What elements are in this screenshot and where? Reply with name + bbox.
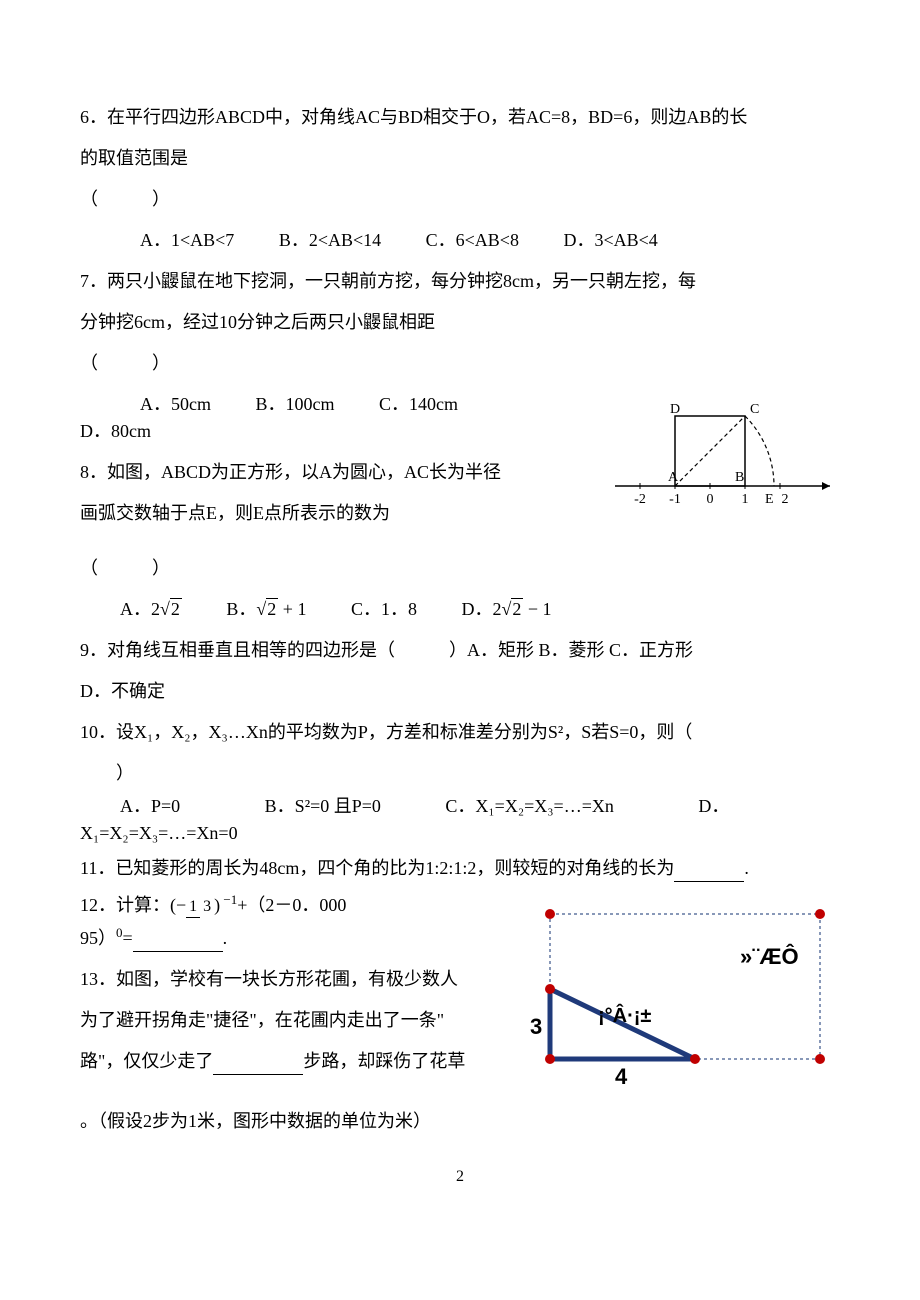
q10-d2: X₁=X₂=X₃=…=Xn=0 <box>80 820 840 847</box>
q13-label-3: 3 <box>530 1014 542 1039</box>
q6-bracket: （ ） <box>80 186 840 213</box>
q6-line2: 的取值范围是 <box>80 145 840 172</box>
q10-choice-d: D． <box>698 793 729 820</box>
q8-choice-b: B．√2 + 1 <box>226 596 306 623</box>
q11-text: 11．已知菱形的周长为48cm，四个角的比为1:2:1:2，则较短的对角线的长为 <box>80 858 674 878</box>
q13-blank <box>213 1055 303 1075</box>
q10-line2: ） <box>80 760 840 787</box>
label-e: E <box>765 492 774 507</box>
q11: 11．已知菱形的周长为48cm，四个角的比为1:2:1:2，则较短的对角线的长为… <box>80 855 840 882</box>
q7-choice-b: B．100cm <box>256 391 335 418</box>
q10-line1: 10．设X₁，X₂，X₃…Xn的平均数为P，方差和标准差分别为S²，S若S=0，… <box>80 719 840 746</box>
q12-frac: 13 <box>186 899 214 915</box>
q6-choice-a: A．1<AB<7 <box>140 227 234 254</box>
q7-line2: 分钟挖6cm，经过10分钟之后两只小鼹鼠相距 <box>80 309 840 336</box>
q8-choice-a: A．2√2 <box>120 596 182 623</box>
q10-choice-a: A．P=0 <box>120 793 180 820</box>
q7-line1: 7．两只小鼹鼠在地下挖洞，一只朝前方挖，每分钟挖8cm，另一只朝左挖，每 <box>80 268 840 295</box>
q11-blank <box>674 862 744 882</box>
q6-choices: A．1<AB<7 B．2<AB<14 C．6<AB<8 D．3<AB<4 <box>80 227 840 254</box>
q8-choice-c: C．1．8 <box>351 596 417 623</box>
q9-d: D．不确定 <box>80 678 840 705</box>
label-b: B <box>735 470 744 485</box>
q12-pre: 12．计算：(− <box>80 895 186 915</box>
q13-diagram: 3 4 ¡°Â·¡± »¨ÆÔ <box>520 894 840 1094</box>
tick-neg1: -1 <box>669 492 681 507</box>
q6-line1: 6．在平行四边形ABCD中，对角线AC与BD相交于O，若AC=8，BD=6，则边… <box>80 104 840 131</box>
q7-choice-a: A．50cm <box>140 391 211 418</box>
tick-1: 1 <box>742 492 749 507</box>
q7: 7．两只小鼹鼠在地下挖洞，一只朝前方挖，每分钟挖8cm，另一只朝左挖，每 分钟挖… <box>80 268 840 445</box>
q8-bracket: （ ） <box>80 555 840 582</box>
tick-0: 0 <box>707 492 714 507</box>
tick-2: 2 <box>782 492 789 507</box>
q9: 9．对角线互相垂直且相等的四边形是（ ）A．矩形 B．菱形 C．正方形 D．不确… <box>80 637 840 705</box>
tick-neg2: -2 <box>634 492 646 507</box>
q8-diagram: -2 -1 0 1 2 D C A B E <box>610 391 840 511</box>
q10-choice-c: C．X₁=X₂=X₃=…=Xn <box>445 793 613 820</box>
q6-choice-b: B．2<AB<14 <box>279 227 381 254</box>
q6-choice-c: C．6<AB<8 <box>426 227 519 254</box>
q10-choice-b: B．S²=0 且P=0 <box>265 793 381 820</box>
q6: 6．在平行四边形ABCD中，对角线AC与BD相交于O，若AC=8，BD=6，则边… <box>80 104 840 254</box>
q7-bracket: （ ） <box>80 350 840 377</box>
q13-line4: 。（假设2步为1米，图形中数据的单位为米） <box>80 1108 840 1135</box>
q12-blank <box>133 932 223 952</box>
q13-label-inside: ¡°Â·¡± <box>598 1003 651 1027</box>
q10-choices: A．P=0 B．S²=0 且P=0 C．X₁=X₂=X₃=…=Xn D． <box>80 793 840 820</box>
q9-text: 9．对角线互相垂直且相等的四边形是（ ）A．矩形 B．菱形 C．正方形 <box>80 637 840 664</box>
q6-choice-d: D．3<AB<4 <box>563 227 657 254</box>
label-a: A <box>668 470 679 485</box>
q8-choices: A．2√2 B．√2 + 1 C．1．8 D．2√2 − 1 <box>80 596 840 623</box>
q13-label-right: »¨ÆÔ <box>740 944 799 969</box>
label-d: D <box>670 402 680 417</box>
q8-choice-d: D．2√2 − 1 <box>461 596 551 623</box>
q7-choice-c: C．140cm <box>379 391 458 418</box>
q13-label-4: 4 <box>615 1064 628 1089</box>
q10: 10．设X₁，X₂，X₃…Xn的平均数为P，方差和标准差分别为S²，S若S=0，… <box>80 719 840 847</box>
page-number: 2 <box>80 1165 840 1189</box>
label-c: C <box>750 402 759 417</box>
